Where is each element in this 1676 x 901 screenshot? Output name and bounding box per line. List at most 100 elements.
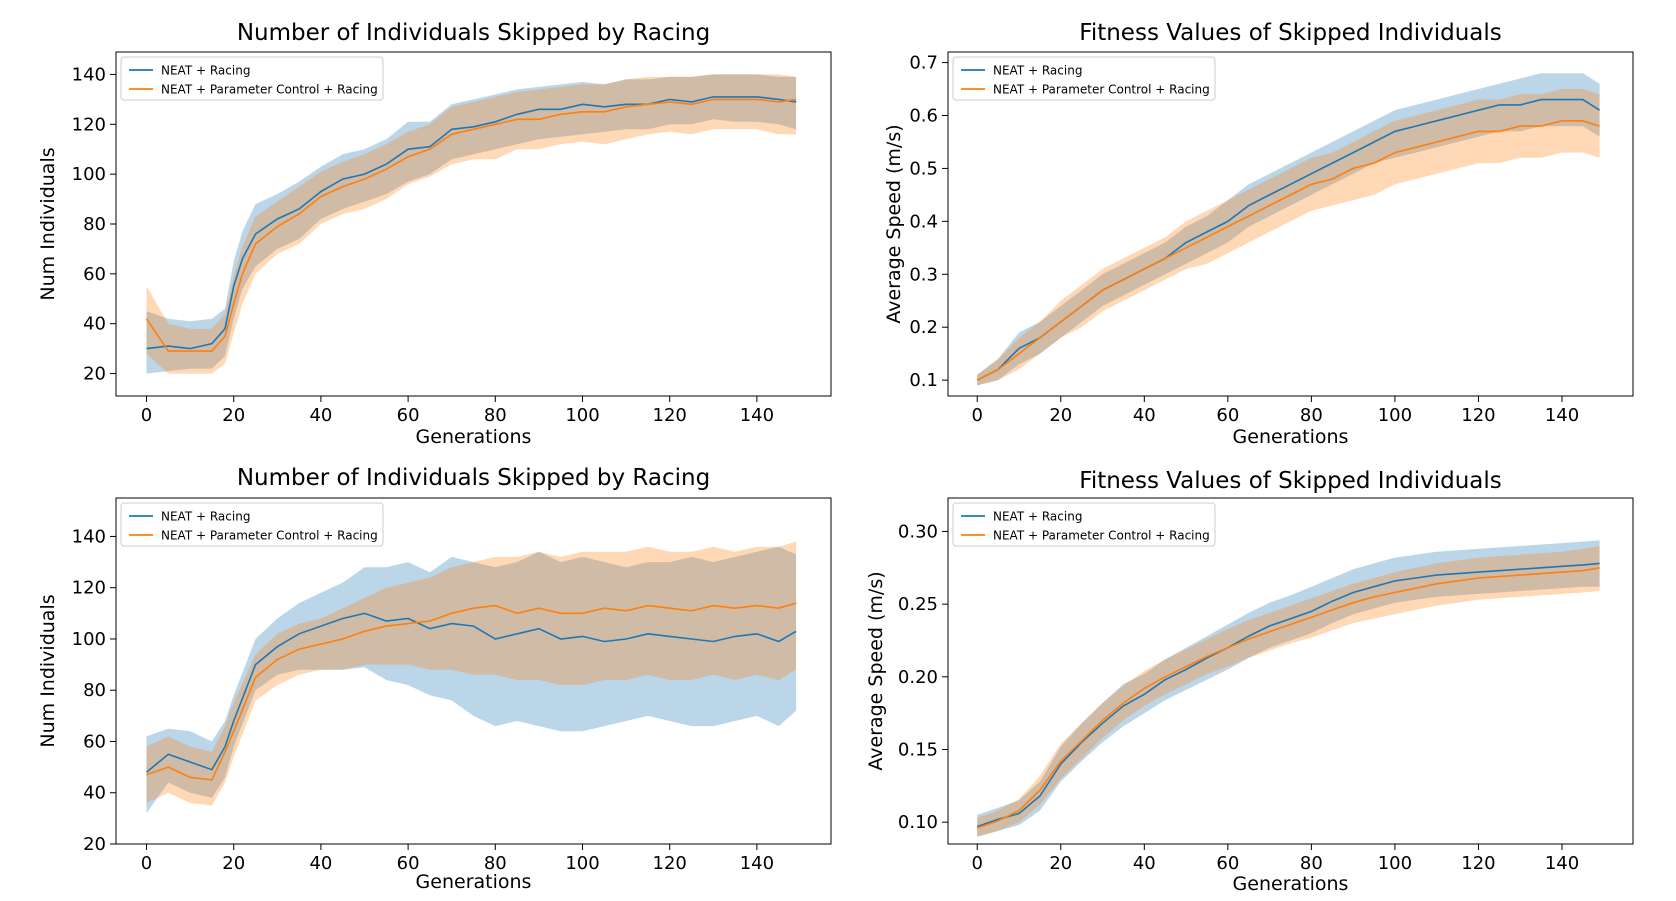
y-tick-label: 120 <box>72 114 106 135</box>
x-tick-label: 40 <box>1133 405 1156 426</box>
x-axis-label: Generations <box>1233 873 1349 895</box>
legend-entry-1: NEAT + Racing <box>993 510 1082 524</box>
x-tick-label: 0 <box>972 853 983 874</box>
y-tick-label: 0.20 <box>898 667 938 688</box>
y-tick-label: 60 <box>83 264 106 285</box>
x-tick-label: 140 <box>740 853 774 874</box>
chart-panel-3: 0 20 40 60 80 100 120 140 20 40 60 80 100 120 140 Numbe… <box>37 465 832 893</box>
legend-box <box>120 502 384 547</box>
legend-entry-1: NEAT + Racing <box>161 64 250 78</box>
y-tick-label: 20 <box>83 364 106 385</box>
x-tick-label: 20 <box>1049 405 1072 426</box>
legend-entry-1: NEAT + Racing <box>993 64 1082 78</box>
x-tick-label: 60 <box>1216 405 1239 426</box>
y-tick-label: 0.2 <box>909 317 938 338</box>
y-tick-label: 40 <box>83 314 106 335</box>
legend-box <box>952 502 1216 547</box>
legend-entry-2: NEAT + Parameter Control + Racing <box>161 83 378 97</box>
x-tick-label: 20 <box>222 853 245 874</box>
y-tick-label: 60 <box>83 731 106 752</box>
y-tick-label: 80 <box>83 214 106 235</box>
chart-panel-2: 0 20 40 60 80 100 120 140 0.1 0.2 0.3 0.4 0.5 0.6 0.7 F… <box>883 20 1634 448</box>
x-tick-label: 0 <box>141 405 152 426</box>
x-tick-label: 120 <box>1461 405 1495 426</box>
y-axis-label: Num Individuals <box>37 147 59 300</box>
legend-box <box>120 56 384 101</box>
x-tick-label: 60 <box>397 853 420 874</box>
legend-entry-1: NEAT + Racing <box>161 510 250 524</box>
x-tick-label: 80 <box>1300 853 1323 874</box>
x-tick-label: 120 <box>653 405 687 426</box>
series-band-2 <box>146 74 797 374</box>
x-tick-label: 60 <box>1216 853 1239 874</box>
x-tick-label: 0 <box>141 853 152 874</box>
series-line-2 <box>976 120 1600 381</box>
y-tick-label: 0.30 <box>898 521 938 542</box>
chart-title: Fitness Values of Skipped Individuals <box>1079 468 1501 494</box>
series-line-2 <box>145 98 797 352</box>
y-tick-label: 140 <box>72 64 106 85</box>
x-tick-label: 80 <box>484 405 507 426</box>
x-tick-label: 120 <box>653 853 687 874</box>
chart-title: Number of Individuals Skipped by Racing <box>237 20 710 46</box>
x-tick-label: 140 <box>1545 853 1579 874</box>
y-tick-label: 0.15 <box>898 740 938 761</box>
axes-frame <box>115 497 832 845</box>
legend: NEAT + Racing NEAT + Parameter Control + … <box>120 502 384 547</box>
y-tick-label: 0.25 <box>898 594 938 615</box>
series-line-1 <box>146 96 797 350</box>
y-tick-label: 0.3 <box>909 264 938 285</box>
series-band-1 <box>977 540 1600 837</box>
y-tick-label: 80 <box>83 680 106 701</box>
y-tick-label: 100 <box>72 164 106 185</box>
x-tick-label: 140 <box>1545 405 1579 426</box>
legend: NEAT + Racing NEAT + Parameter Control + … <box>120 56 384 101</box>
series-band-1 <box>146 546 797 814</box>
series-band-2 <box>146 541 797 806</box>
x-axis-label: Generations <box>416 871 532 893</box>
y-axis-label: Num Individuals <box>37 594 59 747</box>
y-axis-label: Average Speed (m/s) <box>865 571 887 770</box>
x-tick-label: 40 <box>309 405 332 426</box>
y-tick-label: 0.7 <box>909 53 938 74</box>
chart-title: Number of Individuals Skipped by Racing <box>237 465 710 491</box>
chart-panel-1: 0 20 40 60 80 100 120 140 20 40 60 80 100 120 140 Numbe… <box>37 20 832 448</box>
series-line-2 <box>146 602 797 781</box>
y-tick-label: 0.5 <box>909 158 938 179</box>
plot-area <box>976 540 1600 837</box>
x-tick-label: 100 <box>565 853 599 874</box>
x-tick-label: 100 <box>1378 405 1412 426</box>
series-band-2 <box>977 89 1600 386</box>
series-line-1 <box>145 612 797 773</box>
legend-entry-2: NEAT + Parameter Control + Racing <box>993 83 1210 97</box>
x-tick-label: 40 <box>309 853 332 874</box>
plot-area <box>976 73 1601 386</box>
legend-box <box>952 56 1216 101</box>
x-tick-label: 80 <box>484 853 507 874</box>
chart-title: Fitness Values of Skipped Individuals <box>1079 20 1501 46</box>
plot-area <box>145 74 797 374</box>
x-tick-label: 40 <box>1133 853 1156 874</box>
y-tick-label: 140 <box>72 526 106 547</box>
x-tick-label: 20 <box>222 405 245 426</box>
x-axis-label: Generations <box>416 426 532 448</box>
legend: NEAT + Racing NEAT + Parameter Control + … <box>952 502 1216 547</box>
x-tick-label: 120 <box>1461 853 1495 874</box>
plot-area <box>145 541 797 814</box>
axes-frame <box>947 51 1634 397</box>
y-tick-label: 0.4 <box>909 211 938 232</box>
x-tick-label: 100 <box>565 405 599 426</box>
y-tick-label: 100 <box>72 629 106 650</box>
series-band-2 <box>977 546 1600 837</box>
series-line-2 <box>976 567 1600 829</box>
series-line-1 <box>976 562 1600 828</box>
x-tick-label: 140 <box>740 405 774 426</box>
y-tick-label: 20 <box>83 834 106 855</box>
legend-entry-2: NEAT + Parameter Control + Racing <box>993 529 1210 543</box>
axes-frame <box>947 497 1634 845</box>
y-tick-label: 40 <box>83 783 106 804</box>
series-band-1 <box>977 73 1600 386</box>
y-tick-label: 0.10 <box>898 812 938 833</box>
y-tick-label: 0.6 <box>909 106 938 127</box>
